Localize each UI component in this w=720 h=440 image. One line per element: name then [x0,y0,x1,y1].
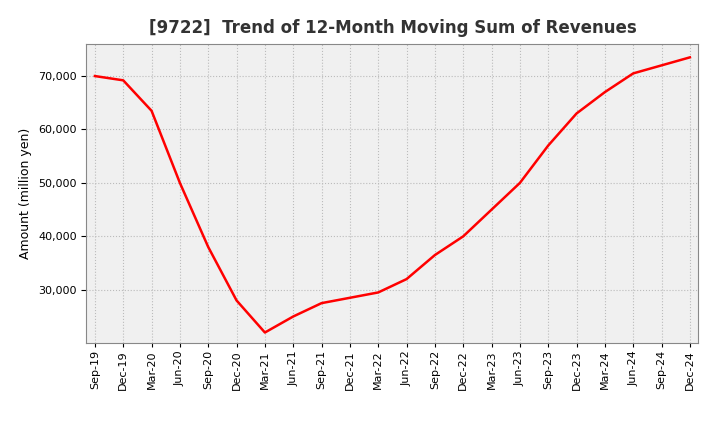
Title: [9722]  Trend of 12-Month Moving Sum of Revenues: [9722] Trend of 12-Month Moving Sum of R… [148,19,636,37]
Y-axis label: Amount (million yen): Amount (million yen) [19,128,32,259]
